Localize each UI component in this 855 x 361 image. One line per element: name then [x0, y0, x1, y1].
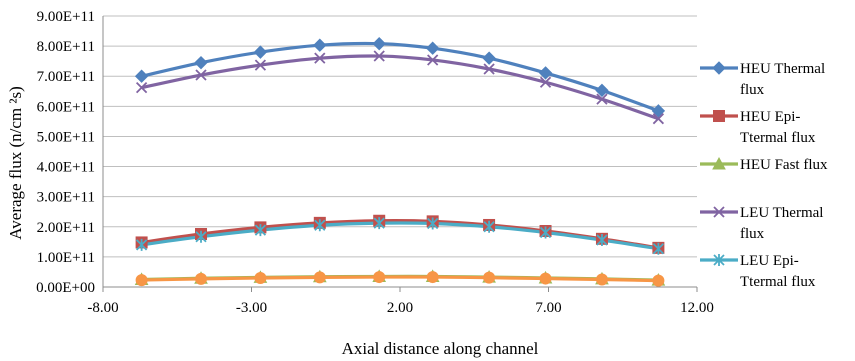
- data-point-leu-epi-ttermal-flux: [539, 226, 552, 239]
- legend-label-heu-thermal-flux: flux: [740, 82, 765, 98]
- y-tick-label: 9.00E+11: [37, 9, 95, 25]
- series-markers: [134, 36, 666, 287]
- data-point-leu-fast-flux: [595, 273, 608, 286]
- data-point-leu-fast-flux: [652, 274, 665, 287]
- y-tick-label: 8.00E+11: [37, 39, 95, 55]
- data-point-heu-thermal-flux: [194, 55, 208, 70]
- y-tick-label: 7.00E+11: [37, 69, 95, 85]
- data-point-leu-epi-ttermal-flux: [135, 238, 148, 251]
- legend-marker-leu-thermal-flux: [713, 206, 725, 218]
- data-point-heu-thermal-flux: [372, 36, 386, 51]
- legend-label-heu-fast-flux: HEU Fast flux: [740, 157, 828, 173]
- series-line-heu-thermal-flux: [141, 41, 659, 113]
- data-point-heu-thermal-flux: [651, 104, 666, 118]
- y-tick-label: 5.00E+11: [37, 129, 95, 145]
- data-point-leu-fast-flux: [135, 274, 148, 287]
- data-point-leu-thermal-flux: [314, 52, 326, 64]
- data-point-leu-thermal-flux: [652, 113, 665, 125]
- x-tick-label: -3.00: [236, 300, 267, 316]
- y-tick-label: 3.00E+11: [37, 190, 95, 206]
- data-point-leu-epi-ttermal-flux: [314, 219, 326, 232]
- data-point-leu-fast-flux: [373, 271, 386, 284]
- y-axis-title: Average flux (n/cm ²s): [6, 86, 25, 239]
- legend-label-leu-thermal-flux: flux: [740, 226, 765, 242]
- x-tick-label: 7.00: [535, 300, 561, 316]
- x-tick-labels: -8.00 -3.00 2.00 7.00 12.00: [87, 300, 714, 316]
- data-point-leu-fast-flux: [483, 271, 496, 284]
- data-point-leu-thermal-flux: [135, 82, 148, 94]
- data-point-leu-fast-flux: [195, 272, 208, 285]
- y-tick-label: 4.00E+11: [37, 160, 95, 176]
- data-point-leu-thermal-flux: [373, 50, 385, 62]
- data-point-leu-epi-ttermal-flux: [195, 230, 207, 243]
- legend: HEU Thermal flux HEU Epi- Ttermal flux HEU F…: [700, 61, 828, 290]
- series-lines: [141, 41, 659, 283]
- legend-marker-heu-epi-ttermal-flux: [713, 110, 725, 122]
- data-point-heu-thermal-flux: [313, 38, 327, 52]
- data-point-leu-epi-ttermal-flux: [596, 234, 608, 247]
- data-point-leu-epi-ttermal-flux: [254, 224, 267, 237]
- x-tick-label: 2.00: [387, 300, 413, 316]
- data-point-leu-thermal-flux: [427, 54, 439, 66]
- x-tick-label: 12.00: [680, 300, 714, 316]
- legend-marker-heu-thermal-flux: [712, 61, 726, 75]
- data-point-leu-epi-ttermal-flux: [427, 217, 439, 230]
- y-tick-label: 2.00E+11: [37, 220, 95, 236]
- data-point-heu-thermal-flux: [482, 51, 496, 65]
- data-point-leu-fast-flux: [426, 271, 439, 284]
- data-point-leu-thermal-flux: [596, 93, 608, 105]
- data-point-leu-fast-flux: [539, 272, 552, 285]
- series-line-leu-thermal-flux: [141, 54, 659, 121]
- series-line-leu-fast-flux: [141, 275, 659, 283]
- axes: [102, 16, 698, 292]
- legend-label-leu-epi-ttermal-flux: Ttermal flux: [740, 274, 816, 290]
- data-point-leu-epi-ttermal-flux: [373, 217, 385, 230]
- data-point-leu-epi-ttermal-flux: [652, 242, 665, 255]
- data-point-leu-thermal-flux: [539, 76, 552, 88]
- legend-label-heu-epi-ttermal-flux: HEU Epi-: [740, 109, 800, 125]
- series-line-leu-epi-ttermal-flux: [141, 221, 659, 251]
- y-tick-label: 6.00E+11: [37, 99, 95, 115]
- legend-label-heu-thermal-flux: HEU Thermal: [740, 61, 825, 77]
- data-point-heu-thermal-flux: [253, 45, 268, 59]
- data-point-heu-thermal-flux: [134, 69, 149, 83]
- data-point-heu-thermal-flux: [595, 83, 609, 98]
- legend-marker-heu-fast-flux: [712, 156, 726, 170]
- x-axis-title: Axial distance along channel: [342, 339, 539, 358]
- y-tick-labels: 0.00E+00 1.00E+11 2.00E+11 3.00E+11 4.00E+11…: [36, 9, 95, 296]
- data-point-heu-thermal-flux: [538, 66, 553, 80]
- data-point-leu-epi-ttermal-flux: [483, 220, 495, 233]
- legend-label-leu-epi-ttermal-flux: LEU Epi-: [740, 253, 799, 269]
- legend-label-heu-epi-ttermal-flux: Ttermal flux: [740, 130, 816, 146]
- data-point-heu-thermal-flux: [425, 41, 440, 55]
- data-point-leu-thermal-flux: [483, 63, 495, 75]
- data-point-leu-thermal-flux: [254, 59, 267, 71]
- legend-marker-leu-epi-ttermal-flux: [713, 254, 725, 266]
- data-point-leu-fast-flux: [313, 271, 326, 284]
- x-tick-label: -8.00: [87, 300, 118, 316]
- y-tick-label: 1.00E+11: [37, 250, 95, 266]
- legend-label-leu-thermal-flux: LEU Thermal: [740, 205, 823, 221]
- data-point-leu-thermal-flux: [195, 69, 207, 81]
- data-point-leu-fast-flux: [254, 271, 267, 284]
- y-tick-label: 0.00E+00: [36, 280, 95, 296]
